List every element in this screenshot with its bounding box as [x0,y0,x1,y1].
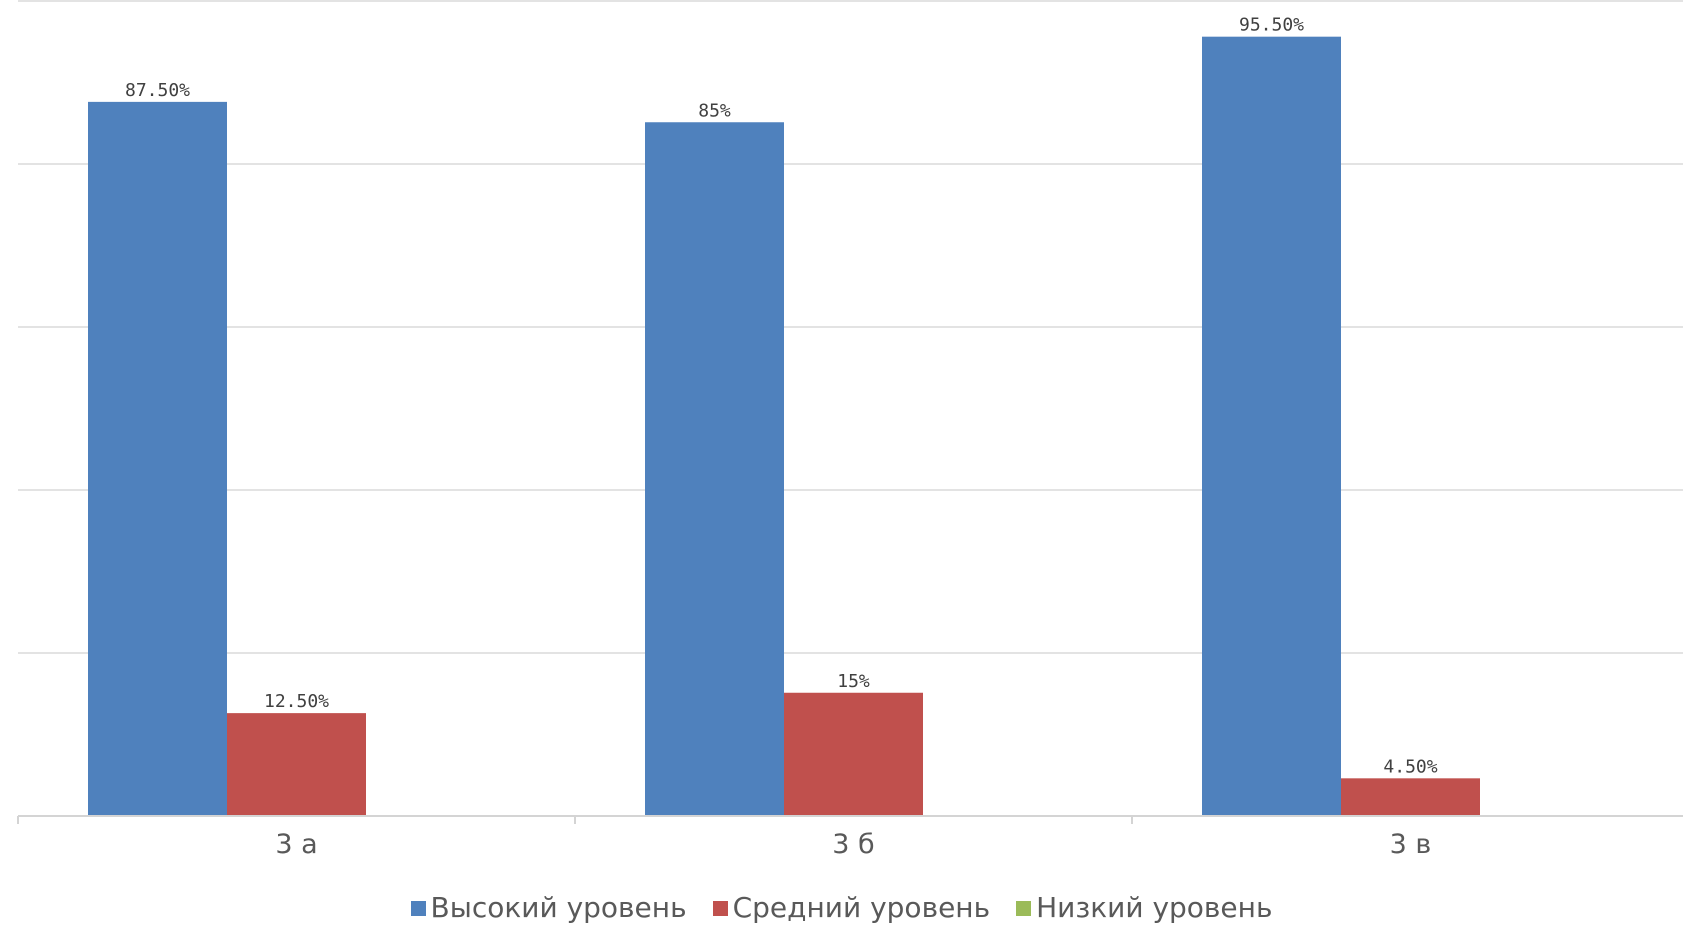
x-tick-label: 3 б [832,829,874,860]
legend-label: Высокий уровень [430,891,687,924]
bar-1-2 [645,122,784,815]
bar-2-2 [784,692,923,815]
bar-2-3 [1341,778,1480,815]
legend-item: Низкий уровень [1016,891,1272,925]
x-tick-label: 3 в [1390,829,1432,860]
bar-2-1 [227,713,366,815]
bar-1-3 [1202,36,1341,816]
legend-label: Средний уровень [732,891,991,924]
legend-swatch [1016,900,1032,916]
legend-item: Средний уровень [712,891,991,925]
data-label: 85% [698,100,731,121]
data-label: 4.50% [1383,756,1437,777]
legend-swatch [712,900,728,916]
data-label: 95.50% [1239,15,1304,36]
data-label: 12.50% [264,691,329,712]
x-tick-label: 3 а [275,829,317,860]
legend-label: Низкий уровень [1036,891,1273,924]
chart-legend: Высокий уровень Средний уровень Низкий уро… [0,891,1683,925]
legend-item: Высокий уровень [410,891,687,925]
legend-swatch [410,900,426,916]
data-label: 87.50% [125,80,190,101]
data-label: 15% [837,671,870,692]
bar-1-1 [88,101,227,815]
